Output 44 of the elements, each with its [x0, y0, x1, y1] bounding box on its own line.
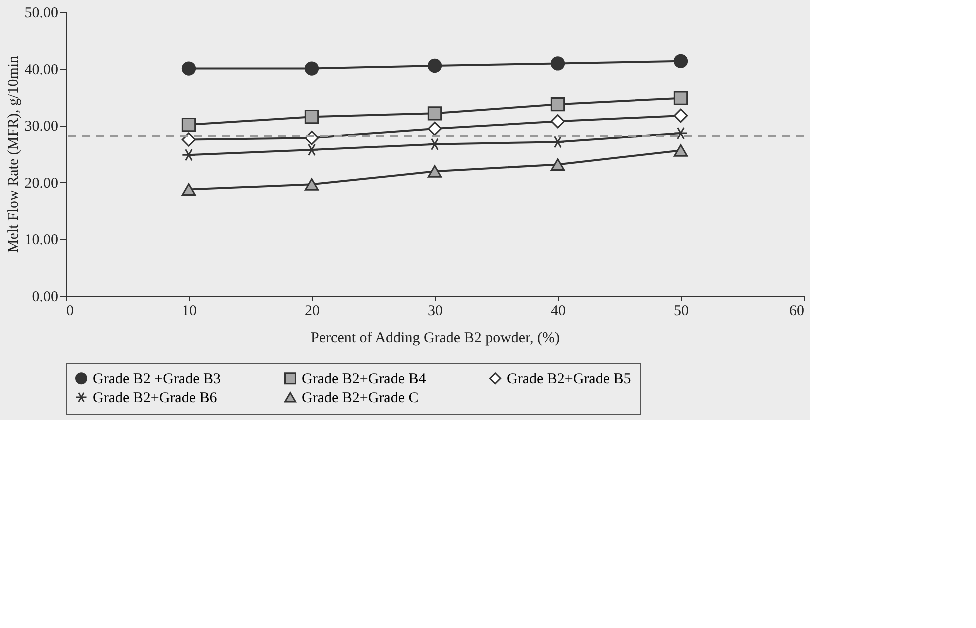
point: [182, 132, 196, 147]
point: [182, 184, 196, 196]
point: [550, 136, 566, 148]
y-axis-title: Melt Flow Rate (MFR), g/10min: [6, 55, 22, 254]
legend-label: Grade B2+Grade C: [302, 390, 419, 406]
y-tick-label: 50.00: [24, 6, 58, 22]
point: [428, 106, 442, 121]
x-tick-label: 0: [66, 304, 74, 320]
point: [428, 122, 442, 136]
point: [428, 58, 442, 74]
point: [550, 56, 566, 71]
x-tick-label: 10: [182, 304, 197, 320]
legend-label: Grade B2+Grade B6: [93, 390, 218, 406]
y-tick-label: 10.00: [24, 232, 58, 249]
point: [674, 144, 688, 157]
point: [674, 108, 688, 124]
point: [182, 62, 196, 76]
point: [182, 148, 196, 162]
point: [304, 144, 320, 156]
x-tick-label: 40: [551, 304, 566, 320]
y-tick-label: 20.00: [24, 176, 58, 192]
x-tick-label: 20: [305, 304, 320, 320]
point: [428, 138, 442, 151]
point: [550, 98, 566, 112]
x-tick-label: 30: [428, 304, 443, 320]
x-tick-label: 50: [674, 304, 689, 320]
legend-label: Grade B2+Grade B5: [507, 372, 632, 388]
x-axis-title: Percent of Adding Grade B2 powder, (%): [311, 330, 560, 346]
x-tick-label: 60: [790, 304, 804, 320]
y-tick-label: 30.00: [24, 119, 58, 136]
point: [304, 178, 320, 191]
legend-label: Grade B2+Grade B4: [302, 372, 427, 388]
legend-label: Grade B2 +Grade B3: [93, 372, 222, 388]
point: [428, 165, 442, 178]
point: [304, 110, 320, 124]
point: [550, 114, 566, 129]
point: [182, 118, 196, 132]
point: [674, 127, 688, 140]
point: [550, 158, 566, 172]
point: [304, 62, 320, 76]
point: [674, 54, 688, 68]
y-tick-label: 0.00: [32, 290, 58, 306]
point: [674, 91, 688, 106]
y-tick-label: 40.00: [24, 62, 58, 78]
